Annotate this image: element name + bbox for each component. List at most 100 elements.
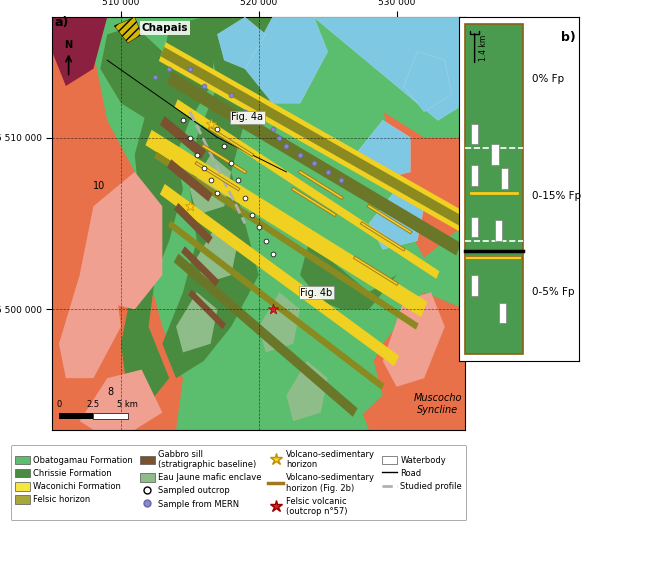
Point — [309, 159, 319, 168]
Text: 2.5: 2.5 — [87, 401, 100, 409]
Polygon shape — [383, 17, 465, 258]
Point — [150, 73, 161, 82]
Point — [212, 188, 223, 197]
Point — [226, 90, 236, 99]
Polygon shape — [159, 42, 469, 233]
Text: Chapais: Chapais — [142, 23, 188, 33]
Text: b): b) — [561, 31, 576, 44]
Point — [268, 305, 278, 314]
Text: 0-5% Fp: 0-5% Fp — [533, 287, 575, 297]
Point — [240, 107, 250, 116]
Point — [281, 142, 292, 151]
Polygon shape — [383, 292, 445, 387]
Polygon shape — [121, 17, 217, 404]
Bar — [471, 124, 478, 144]
Polygon shape — [217, 17, 465, 138]
Text: Fig. 4a: Fig. 4a — [231, 112, 263, 122]
Point — [260, 236, 271, 245]
Polygon shape — [114, 17, 142, 43]
Polygon shape — [286, 86, 410, 292]
Polygon shape — [174, 203, 213, 244]
Bar — [471, 217, 478, 237]
Polygon shape — [52, 17, 107, 86]
Bar — [501, 168, 508, 189]
Point — [178, 116, 188, 125]
Polygon shape — [160, 116, 206, 159]
Point — [233, 176, 243, 185]
Polygon shape — [188, 289, 226, 329]
Point — [240, 193, 250, 202]
Polygon shape — [160, 184, 399, 366]
Polygon shape — [167, 71, 461, 256]
Bar — [471, 165, 478, 186]
Point — [336, 176, 346, 185]
Text: a): a) — [55, 16, 69, 29]
Text: Fig. 4b: Fig. 4b — [300, 288, 333, 297]
Point — [268, 124, 278, 134]
Point — [226, 159, 236, 168]
Polygon shape — [369, 189, 424, 249]
Polygon shape — [161, 47, 467, 228]
Bar — [93, 413, 128, 419]
Polygon shape — [52, 17, 183, 430]
Text: 10: 10 — [93, 181, 105, 191]
Point — [295, 150, 305, 159]
Polygon shape — [314, 17, 465, 120]
Point — [205, 176, 215, 185]
Point — [219, 142, 230, 151]
Point — [212, 124, 223, 134]
Bar — [465, 24, 523, 354]
Point — [185, 133, 195, 142]
Polygon shape — [286, 361, 327, 421]
Text: 8: 8 — [107, 387, 113, 397]
Polygon shape — [59, 275, 121, 378]
Polygon shape — [79, 370, 162, 430]
Point — [247, 210, 257, 219]
Polygon shape — [79, 172, 162, 309]
Polygon shape — [197, 223, 238, 284]
Polygon shape — [404, 52, 452, 112]
Point — [268, 250, 278, 259]
Polygon shape — [167, 159, 213, 202]
Bar — [495, 220, 503, 241]
Point — [164, 64, 174, 73]
Polygon shape — [245, 17, 327, 103]
Bar — [492, 144, 499, 165]
Point — [274, 133, 284, 142]
Polygon shape — [168, 221, 384, 390]
Polygon shape — [190, 155, 231, 215]
Polygon shape — [273, 292, 383, 430]
Point — [191, 150, 202, 159]
Text: 0-15% Fp: 0-15% Fp — [533, 191, 581, 201]
Polygon shape — [181, 246, 219, 286]
Polygon shape — [258, 292, 300, 352]
Text: 1.4 km: 1.4 km — [479, 35, 488, 61]
Point — [205, 119, 215, 128]
Point — [199, 81, 209, 91]
Text: 0: 0 — [57, 401, 62, 409]
Point — [253, 116, 264, 125]
Polygon shape — [145, 130, 427, 317]
Bar — [499, 303, 506, 323]
Point — [322, 167, 333, 176]
Polygon shape — [300, 189, 396, 309]
Polygon shape — [100, 26, 176, 120]
Polygon shape — [176, 292, 217, 352]
Text: 0% Fp: 0% Fp — [533, 74, 564, 84]
Polygon shape — [174, 254, 357, 417]
Polygon shape — [217, 17, 266, 69]
Point — [185, 202, 195, 211]
Point — [253, 222, 264, 231]
Polygon shape — [174, 99, 439, 279]
Bar — [59, 413, 93, 419]
Point — [185, 64, 195, 73]
Text: 5 km: 5 km — [117, 401, 138, 409]
Polygon shape — [162, 17, 314, 378]
Polygon shape — [355, 292, 465, 430]
Legend: Obatogamau Formation, Chrissie Formation, Waconichi Formation, Felsic horizon, G: Obatogamau Formation, Chrissie Formation… — [10, 445, 466, 520]
Polygon shape — [355, 120, 410, 180]
Text: N: N — [64, 40, 73, 50]
Text: Muscocho
Syncline: Muscocho Syncline — [413, 393, 462, 414]
Bar — [471, 275, 478, 296]
Point — [199, 164, 209, 173]
